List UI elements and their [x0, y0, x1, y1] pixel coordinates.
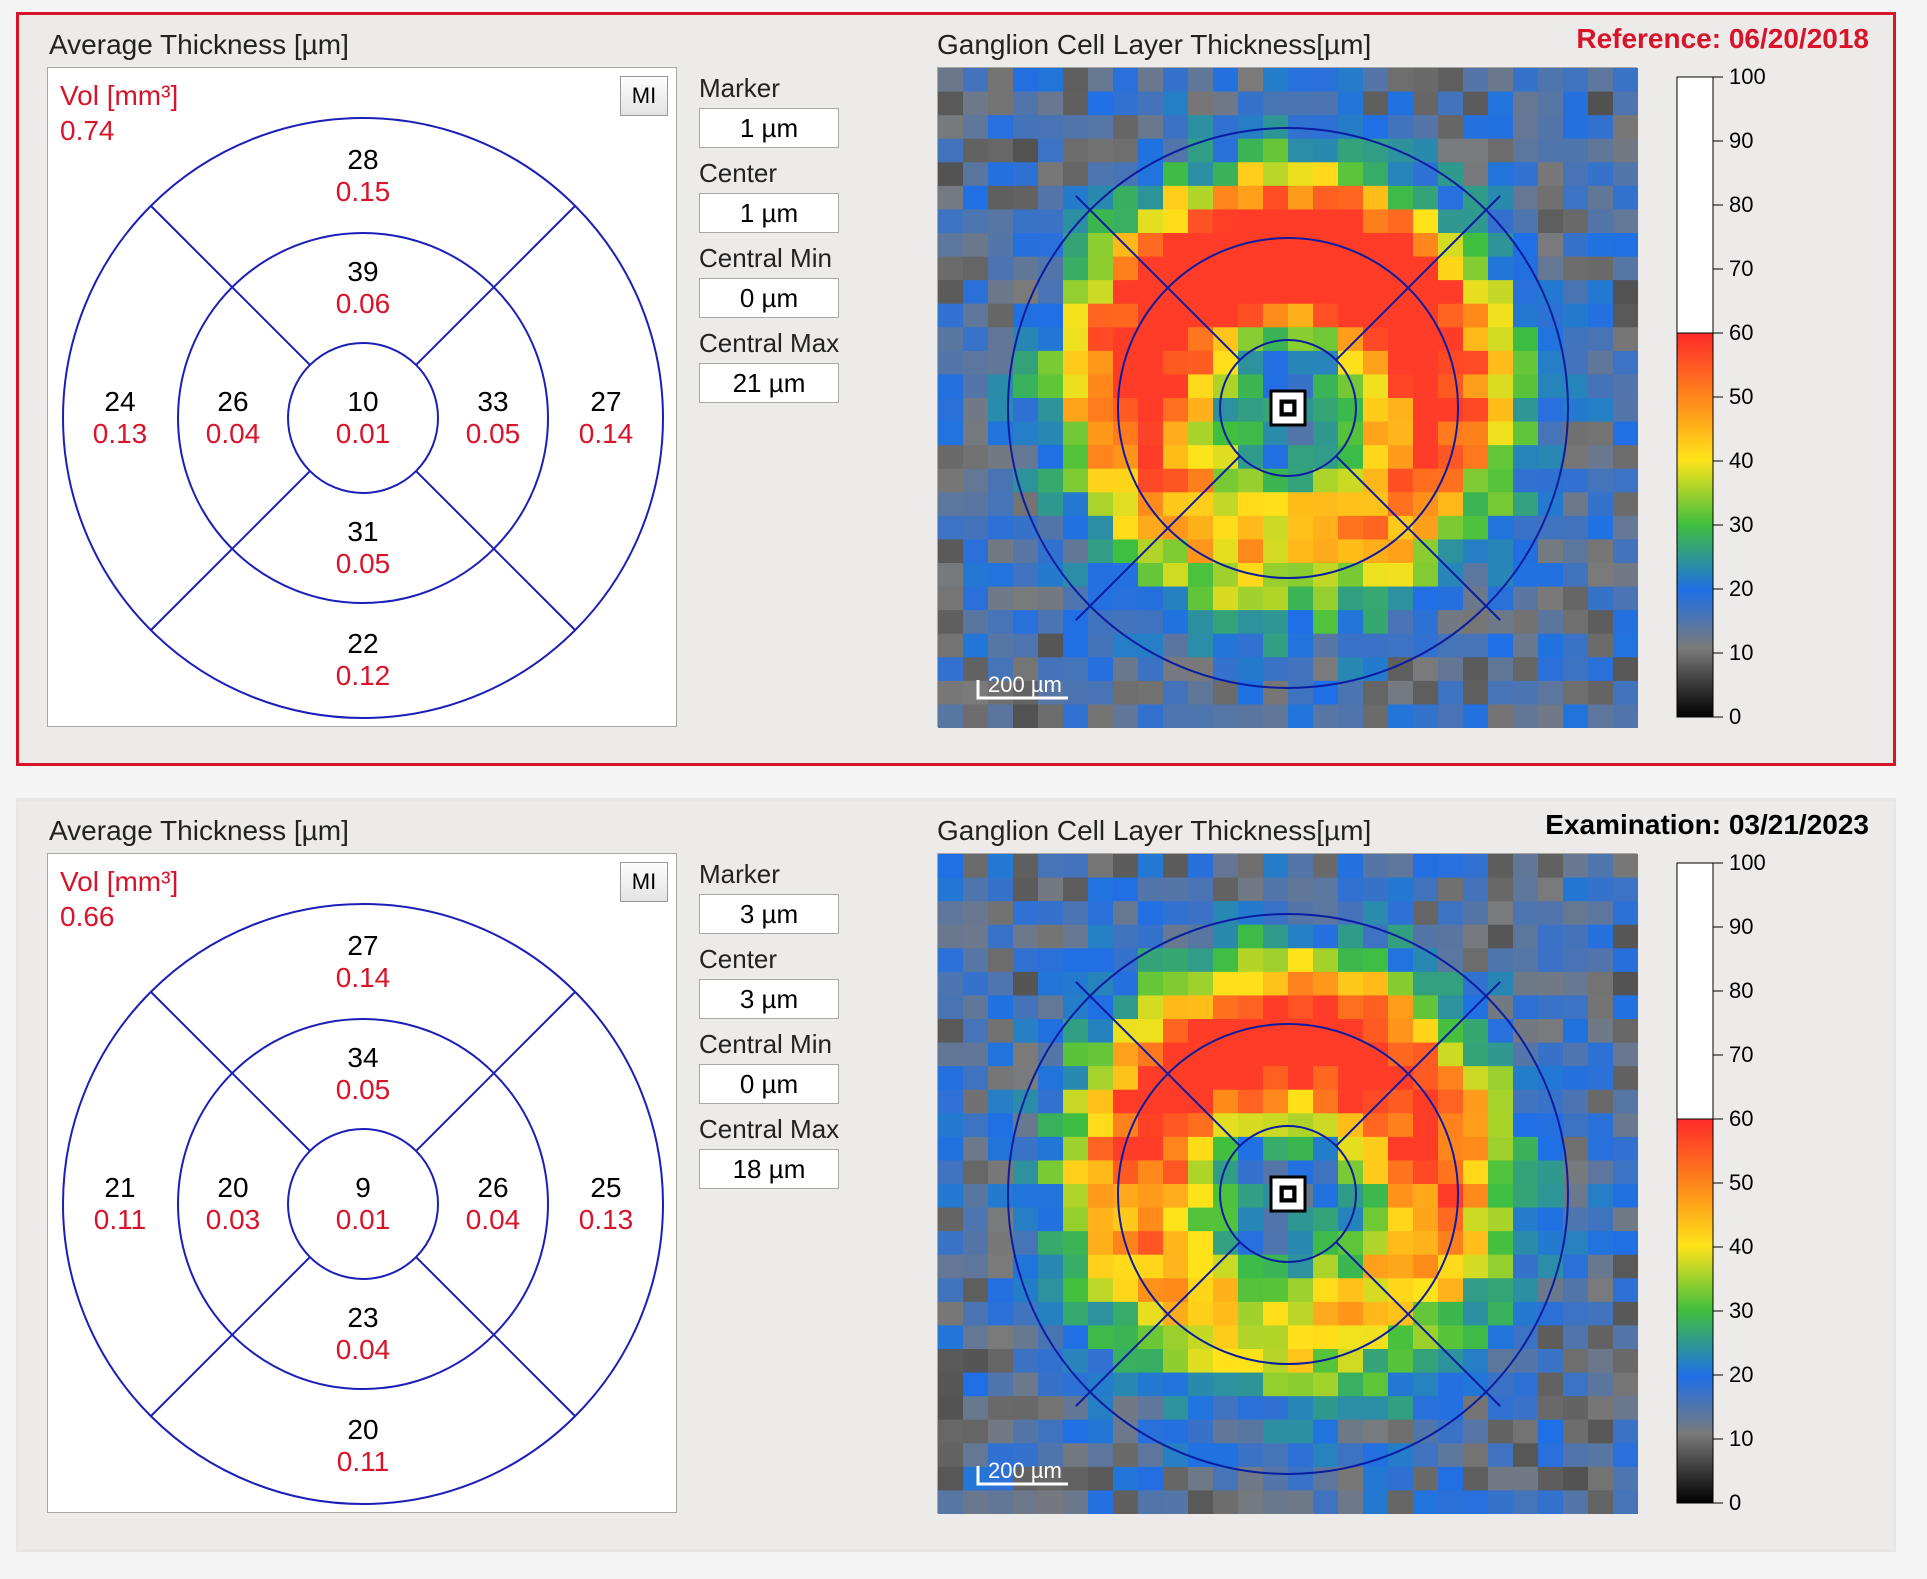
- sector-inner-bottom: 310.05: [336, 516, 391, 580]
- mi-button[interactable]: MI: [620, 76, 668, 116]
- svg-text:200 µm: 200 µm: [988, 1458, 1062, 1483]
- central-max-value: 21 µm: [699, 363, 839, 403]
- reference-panel: Reference: 06/20/2018 Average Thickness …: [16, 12, 1896, 766]
- mi-button[interactable]: MI: [620, 862, 668, 902]
- colorbar: 0 10 20 30 40 50 60 70 80 90 100: [1667, 853, 1867, 1513]
- volume-label: Vol [mm³] 0.66: [60, 864, 178, 934]
- center-value: 3 µm: [699, 979, 839, 1019]
- sector-outer-left: 240.13: [93, 386, 148, 450]
- sector-outer-left: 210.11: [94, 1172, 146, 1236]
- volume-value: 0.66: [60, 901, 115, 932]
- central-min-label: Central Min: [699, 243, 879, 274]
- marker-value: 1 µm: [699, 108, 839, 148]
- svg-text:200 µm: 200 µm: [988, 672, 1062, 697]
- sector-inner-bottom: 230.04: [336, 1302, 391, 1366]
- central-min-value: 0 µm: [699, 1064, 839, 1104]
- sector-outer-bottom: 200.11: [337, 1414, 389, 1478]
- center-label: Center: [699, 158, 879, 189]
- volume-value: 0.74: [60, 115, 115, 146]
- sector-center: 90.01: [336, 1172, 391, 1236]
- examination-badge: Examination: 03/21/2023: [1545, 809, 1869, 841]
- examination-panel: Examination: 03/21/2023 Average Thicknes…: [16, 798, 1896, 1552]
- etdrs-chart: Vol [mm³] 0.66 MI 90.01 340.05 260.04 23…: [47, 853, 677, 1513]
- etdrs-title: Average Thickness [µm]: [49, 815, 349, 847]
- svg-text:90: 90: [1729, 128, 1753, 153]
- svg-text:50: 50: [1729, 1170, 1753, 1195]
- svg-text:20: 20: [1729, 1362, 1753, 1387]
- volume-label: Vol [mm³] 0.74: [60, 78, 178, 148]
- central-min-value: 0 µm: [699, 278, 839, 318]
- volume-caption: Vol [mm³]: [60, 80, 178, 111]
- sector-inner-left: 200.03: [206, 1172, 261, 1236]
- svg-text:80: 80: [1729, 978, 1753, 1003]
- svg-text:0: 0: [1729, 1490, 1741, 1513]
- gcl-heatmap[interactable]: 200 µm: [937, 67, 1637, 727]
- marker-label: Marker: [699, 859, 879, 890]
- svg-text:10: 10: [1729, 640, 1753, 665]
- stats-column: Marker 3 µm Center 3 µm Central Min 0 µm…: [699, 853, 879, 1199]
- colorbar: 0 10 20 30 40 50 60 70 80 90 100: [1667, 67, 1867, 727]
- svg-text:70: 70: [1729, 1042, 1753, 1067]
- sector-inner-left: 260.04: [206, 386, 261, 450]
- central-max-value: 18 µm: [699, 1149, 839, 1189]
- gcl-title: Ganglion Cell Layer Thickness[µm]: [937, 815, 1371, 847]
- sector-inner-top: 340.05: [336, 1042, 391, 1106]
- svg-text:40: 40: [1729, 448, 1753, 473]
- etdrs-chart: Vol [mm³] 0.74 MI 100.01 390.06 330.05 3…: [47, 67, 677, 727]
- sector-outer-top: 280.15: [336, 144, 391, 208]
- etdrs-title: Average Thickness [µm]: [49, 29, 349, 61]
- svg-text:10: 10: [1729, 1426, 1753, 1451]
- svg-text:100: 100: [1729, 67, 1766, 89]
- sector-outer-bottom: 220.12: [336, 628, 391, 692]
- svg-text:20: 20: [1729, 576, 1753, 601]
- central-max-label: Central Max: [699, 328, 879, 359]
- marker-label: Marker: [699, 73, 879, 104]
- stats-column: Marker 1 µm Center 1 µm Central Min 0 µm…: [699, 67, 879, 413]
- sector-outer-top: 270.14: [336, 930, 391, 994]
- svg-text:30: 30: [1729, 1298, 1753, 1323]
- central-max-label: Central Max: [699, 1114, 879, 1145]
- svg-text:80: 80: [1729, 192, 1753, 217]
- central-min-label: Central Min: [699, 1029, 879, 1060]
- sector-inner-right: 330.05: [466, 386, 521, 450]
- svg-text:60: 60: [1729, 1106, 1753, 1131]
- gcl-title: Ganglion Cell Layer Thickness[µm]: [937, 29, 1371, 61]
- sector-inner-right: 260.04: [466, 1172, 521, 1236]
- center-value: 1 µm: [699, 193, 839, 233]
- sector-center: 100.01: [336, 386, 391, 450]
- center-label: Center: [699, 944, 879, 975]
- page-root: Reference: 06/20/2018 Average Thickness …: [0, 0, 1927, 1579]
- reference-badge: Reference: 06/20/2018: [1576, 23, 1869, 55]
- sector-outer-right: 270.14: [579, 386, 634, 450]
- svg-text:50: 50: [1729, 384, 1753, 409]
- svg-text:70: 70: [1729, 256, 1753, 281]
- sector-outer-right: 250.13: [579, 1172, 634, 1236]
- svg-text:90: 90: [1729, 914, 1753, 939]
- svg-text:30: 30: [1729, 512, 1753, 537]
- svg-text:100: 100: [1729, 853, 1766, 875]
- svg-text:60: 60: [1729, 320, 1753, 345]
- sector-inner-top: 390.06: [336, 256, 391, 320]
- svg-text:40: 40: [1729, 1234, 1753, 1259]
- marker-value: 3 µm: [699, 894, 839, 934]
- volume-caption: Vol [mm³]: [60, 866, 178, 897]
- svg-text:0: 0: [1729, 704, 1741, 727]
- gcl-heatmap[interactable]: 200 µm: [937, 853, 1637, 1513]
